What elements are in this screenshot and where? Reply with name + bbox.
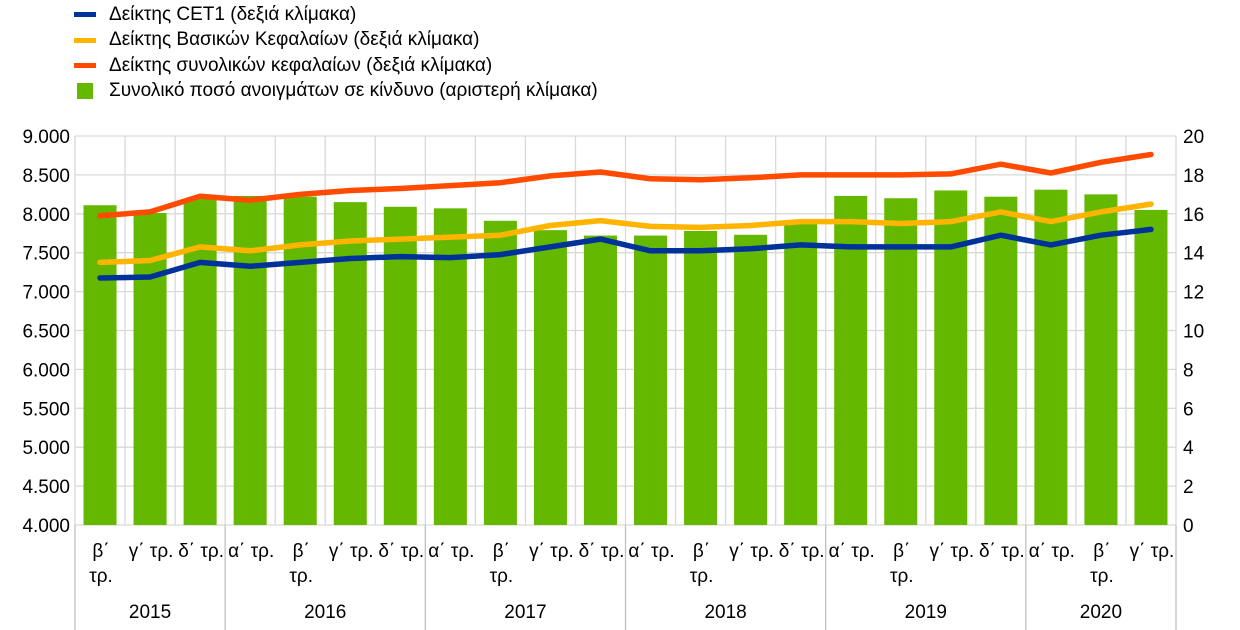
chart-legend: Δείκτης CET1 (δεξιά κλίμακα) Δείκτης Βασ…	[74, 2, 598, 104]
bar-rwa	[1084, 194, 1118, 525]
x-tick-label: δ΄ τρ.	[779, 541, 825, 562]
legend-item-cet1: Δείκτης CET1 (δεξιά κλίμακα)	[74, 2, 598, 28]
bar-rwa	[834, 195, 868, 525]
line-tier1	[97, 201, 1154, 266]
bar-rwa	[233, 195, 267, 525]
bar-rwa	[483, 220, 517, 525]
legend-label-rwa: Συνολικό ποσό ανοιγμάτων σε κίνδυνο (αρι…	[109, 80, 598, 102]
legend-swatch-cet1	[74, 12, 96, 18]
x-tick-label: α΄ τρ.	[428, 541, 474, 562]
legend-label-tier1: Δείκτης Βασικών Κεφαλαίων (δεξιά κλίμακα…	[109, 29, 480, 51]
bar-rwa	[533, 230, 567, 525]
left-axis-tick-label: 4.000	[22, 516, 70, 537]
x-tick-label: α΄ τρ.	[1029, 541, 1075, 562]
right-axis-tick-label: 20	[1183, 127, 1204, 148]
bar-rwa	[934, 190, 968, 525]
right-axis-tick-label: 6	[1183, 399, 1194, 420]
bar-rwa	[333, 202, 367, 525]
left-axis-tick-label: 6.500	[22, 322, 70, 343]
x-tick-label: γ΄ τρ.	[929, 541, 974, 562]
left-axis-tick-label: 8.500	[22, 166, 70, 187]
bar-rwa	[383, 206, 417, 525]
legend-item-rwa: Συνολικό ποσό ανοιγμάτων σε κίνδυνο (αρι…	[74, 79, 598, 105]
year-label: 2017	[504, 602, 546, 623]
left-axis-tick-label: 5.500	[22, 399, 70, 420]
left-axis-tick-label: 8.000	[22, 205, 70, 226]
x-tick-label: α΄ τρ.	[829, 541, 875, 562]
legend-swatch-total	[74, 63, 96, 69]
bar-rwa	[183, 199, 217, 525]
line-total	[97, 151, 1154, 219]
legend-item-tier1: Δείκτης Βασικών Κεφαλαίων (δεξιά κλίμακα…	[74, 28, 598, 54]
x-tick-label: τρ.	[289, 566, 313, 587]
line-cet1	[97, 226, 1154, 281]
year-label: 2018	[704, 602, 746, 623]
x-tick-label: γ΄ τρ.	[529, 541, 574, 562]
legend-swatch-rwa	[77, 83, 93, 100]
x-tick-label: α΄ τρ.	[228, 541, 274, 562]
left-axis-tick-label: 9.000	[22, 127, 70, 148]
bar-rwa	[634, 235, 668, 526]
x-tick-label: τρ.	[890, 566, 914, 587]
bar-rwa	[884, 198, 918, 526]
right-axis-tick-label: 10	[1183, 322, 1204, 343]
bar-rwa	[784, 221, 818, 525]
x-tick-label: γ΄ τρ.	[329, 541, 374, 562]
right-axis-tick-label: 14	[1183, 244, 1205, 265]
x-tick-label: β΄	[893, 541, 910, 562]
right-axis-tick-label: 0	[1183, 516, 1194, 537]
right-axis-tick-label: 8	[1183, 360, 1194, 381]
x-tick-label: β΄	[693, 541, 710, 562]
x-tick-label: β΄	[1093, 541, 1110, 562]
bar-rwa	[734, 234, 768, 525]
x-tick-label: τρ.	[89, 566, 113, 587]
x-tick-label: α΄ τρ.	[628, 541, 674, 562]
bar-rwa	[283, 196, 317, 525]
bar-rwa	[984, 196, 1018, 525]
bar-rwa	[83, 205, 117, 525]
right-axis-tick-label: 12	[1183, 283, 1204, 304]
year-label: 2020	[1080, 602, 1122, 623]
left-axis-tick-label: 4.500	[22, 477, 70, 498]
x-tick-label: δ΄ τρ.	[579, 541, 625, 562]
right-axis-tick-label: 4	[1183, 438, 1194, 459]
x-tick-label: δ΄ τρ.	[178, 541, 224, 562]
x-tick-label: τρ.	[490, 566, 514, 587]
bar-rwa	[684, 230, 718, 525]
right-axis-tick-label: 2	[1183, 477, 1194, 498]
year-label: 2019	[905, 602, 947, 623]
left-axis-tick-label: 5.000	[22, 438, 70, 459]
legend-label-cet1: Δείκτης CET1 (δεξιά κλίμακα)	[109, 3, 357, 25]
year-label: 2016	[304, 602, 346, 623]
bar-rwa	[1134, 209, 1168, 525]
x-tick-label: δ΄ τρ.	[979, 541, 1025, 562]
x-tick-label: γ΄ τρ.	[1130, 541, 1175, 562]
bar-rwa	[583, 235, 617, 526]
x-tick-label: δ΄ τρ.	[378, 541, 424, 562]
bar-rwa	[133, 213, 167, 525]
bar-rwa	[433, 208, 467, 525]
legend-label-total: Δείκτης συνολικών κεφαλαίων (δεξιά κλίμα…	[109, 54, 493, 76]
x-tick-label: γ΄ τρ.	[129, 541, 174, 562]
x-tick-label: γ΄ τρ.	[729, 541, 774, 562]
legend-swatch-tier1	[74, 37, 96, 43]
left-axis-tick-label: 7.000	[22, 283, 70, 304]
x-tick-label: β΄	[493, 541, 510, 562]
year-label: 2015	[129, 602, 171, 623]
x-tick-label: τρ.	[1090, 566, 1114, 587]
left-axis-tick-label: 7.500	[22, 244, 70, 265]
x-tick-label: β΄	[92, 541, 109, 562]
right-axis-tick-label: 16	[1183, 205, 1204, 226]
x-tick-label: τρ.	[690, 566, 714, 587]
left-axis-tick-label: 6.000	[22, 360, 70, 381]
right-axis-tick-label: 18	[1183, 166, 1204, 187]
legend-item-total: Δείκτης συνολικών κεφαλαίων (δεξιά κλίμα…	[74, 53, 598, 79]
x-tick-label: β΄	[293, 541, 310, 562]
